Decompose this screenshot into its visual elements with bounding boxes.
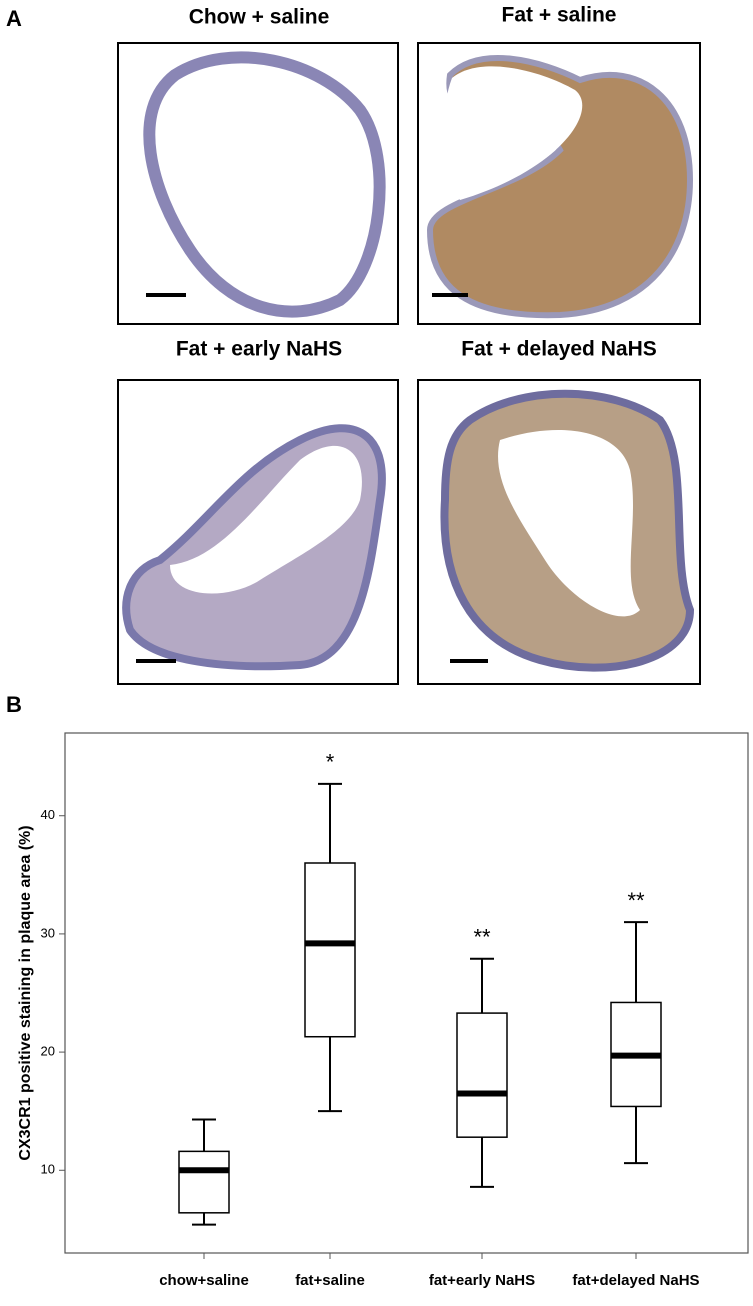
box: [456, 1012, 508, 1138]
micrograph: [117, 379, 399, 685]
panel-label: B: [6, 692, 22, 717]
micrograph-title: Fat + early NaHS: [176, 338, 342, 361]
y-tick-label: 30: [41, 925, 55, 940]
significance: **: [473, 925, 491, 950]
significance: *: [326, 750, 335, 775]
y-tick-label: 40: [41, 807, 55, 822]
micrograph: [417, 379, 701, 685]
micrograph: [417, 42, 701, 325]
y-tick-label: 20: [41, 1044, 55, 1059]
significance: **: [627, 888, 645, 913]
x-tick-label: fat+early NaHS: [429, 1272, 535, 1289]
x-tick-label: chow+saline: [159, 1272, 249, 1289]
micrograph-title: Chow + saline: [189, 6, 330, 29]
x-tick-label: fat+saline: [295, 1272, 365, 1289]
x-tick-label: fat+delayed NaHS: [572, 1272, 699, 1289]
micrograph: [117, 42, 399, 325]
plot-frame: [64, 732, 749, 1254]
y-axis-label: CX3CR1 positive staining in plaque area …: [17, 825, 34, 1160]
box: [178, 1150, 230, 1214]
box: [304, 862, 356, 1038]
panel-label: A: [6, 6, 22, 31]
micrograph-title: Fat + delayed NaHS: [461, 338, 657, 361]
y-tick-label: 10: [41, 1162, 55, 1177]
micrograph-title: Fat + saline: [502, 4, 617, 27]
